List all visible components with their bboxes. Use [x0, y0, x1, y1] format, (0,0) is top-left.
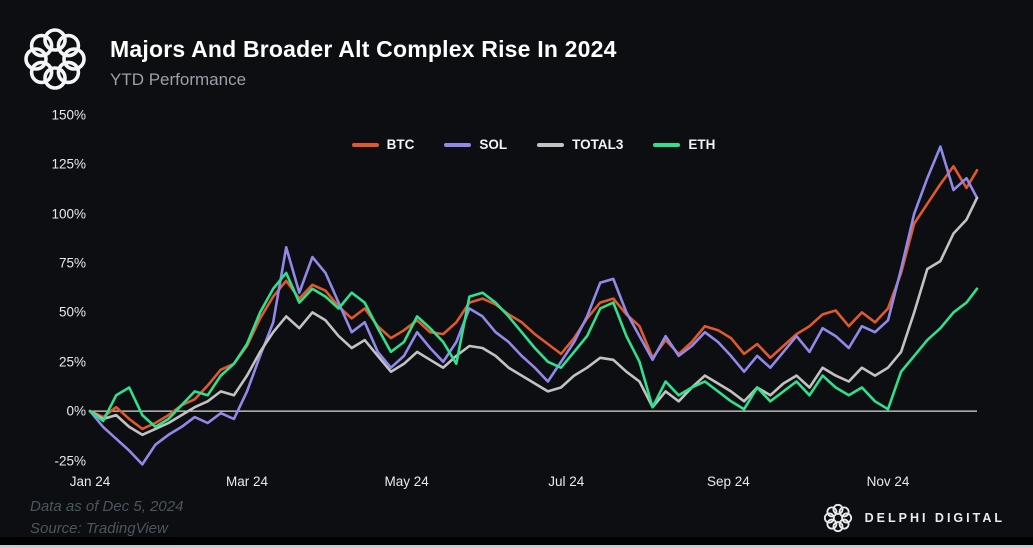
y-tick-125pct: 125% [51, 156, 86, 172]
legend-label-total3: TOTAL3 [572, 137, 624, 152]
y-tick-25pct: 25% [58, 354, 86, 370]
y-tick-75pct: 75% [58, 255, 86, 271]
legend-label-btc: BTC [386, 137, 415, 152]
bottom-strip [0, 537, 1033, 545]
legend-label-eth: ETH [688, 137, 716, 152]
legend-item-total3: TOTAL3 [537, 137, 623, 152]
legend-swatch-sol [444, 142, 472, 147]
chart-legend: BTC SOL TOTAL3 ETH [90, 137, 977, 152]
data-as-of-note: Data as of Dec 5, 2024 [30, 498, 184, 515]
y-tick-0pct: 0% [66, 403, 86, 419]
legend-swatch-eth [653, 142, 681, 147]
series-line-total3 [88, 196, 979, 437]
legend-swatch-total3 [537, 142, 565, 147]
source-note: Source: TradingView [30, 520, 168, 537]
legend-swatch-btc [351, 142, 379, 147]
legend-item-sol: SOL [444, 137, 507, 152]
series-line-sol [88, 145, 979, 466]
delphi-logo-icon [24, 28, 86, 90]
legend-item-btc: BTC [351, 137, 415, 152]
y-tick-150pct: 150% [51, 107, 86, 123]
series-line-eth [88, 271, 979, 429]
delphi-logo-small-icon [823, 503, 852, 533]
x-tick-jul-24: Jul 24 [548, 474, 585, 489]
x-tick-may-24: May 24 [384, 474, 429, 489]
bottom-edge-line [0, 545, 1033, 548]
brand-wordmark: DELPHI DIGITAL [864, 511, 1005, 525]
legend-label-sol: SOL [479, 137, 508, 152]
x-tick-mar-24: Mar 24 [225, 474, 268, 489]
y-tick-50pct: 50% [58, 304, 86, 320]
page-title: Majors And Broader Alt Complex Rise In 2… [110, 36, 617, 62]
series-line-btc [88, 165, 979, 431]
legend-item-eth: ETH [653, 137, 715, 152]
y-tick-neg25pct: -25% [54, 453, 86, 468]
brand-footer: DELPHI DIGITAL [823, 503, 1005, 533]
chart-footnote: Data as of Dec 5, 2024 Source: TradingVi… [30, 496, 183, 540]
x-tick-sep-24: Sep 24 [707, 474, 750, 489]
page-subtitle: YTD Performance [110, 70, 247, 89]
y-tick-100pct: 100% [51, 206, 86, 222]
x-tick-nov-24: Nov 24 [866, 474, 910, 489]
x-tick-jan-24: Jan 24 [69, 474, 111, 489]
